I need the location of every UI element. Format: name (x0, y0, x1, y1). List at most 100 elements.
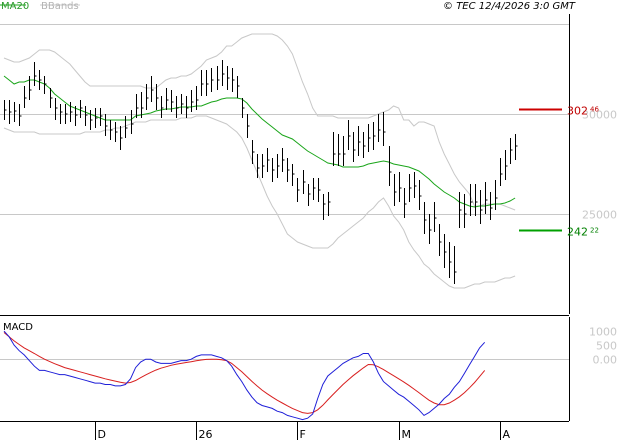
price-bar (373, 122, 376, 150)
price-bar (338, 134, 341, 166)
price-bar (166, 88, 169, 110)
price-bar (343, 136, 346, 166)
support-label: 242 22 (567, 226, 599, 239)
price-bar (105, 114, 108, 136)
bb-upper-line (3, 33, 516, 211)
price-bar (404, 188, 407, 218)
price-bar (419, 180, 422, 210)
price-bar (439, 224, 442, 256)
price-bar (247, 114, 250, 138)
price-bar (237, 76, 240, 98)
price-bar (313, 178, 316, 200)
price-bar (510, 138, 513, 164)
price-bar (141, 92, 144, 118)
bb-lower-line (3, 115, 516, 289)
ma20-line (3, 75, 516, 208)
price-bar (292, 164, 295, 186)
ma-legend-label: MA20 (1, 1, 29, 12)
price-bar (217, 66, 220, 90)
price-bar (399, 172, 402, 202)
x-axis: D 26 F M A (95, 421, 511, 440)
price-bar (500, 158, 503, 186)
price-bar (449, 242, 452, 278)
price-bar (495, 180, 498, 210)
price-bar (227, 66, 230, 90)
price-bar (368, 124, 371, 152)
price-bar (262, 154, 265, 178)
price-bar (131, 110, 134, 134)
price-bar (358, 126, 361, 156)
y-tick-label: 30000 (582, 109, 617, 122)
macd-y-tick-label: 500 (596, 340, 617, 353)
price-bar (100, 108, 103, 126)
x-tick-label: 26 (199, 428, 213, 440)
price-bar (39, 70, 42, 90)
price-bar (353, 132, 356, 162)
price-bar (297, 178, 300, 202)
price-bar (9, 100, 12, 124)
price-bar (85, 106, 88, 126)
price-bar (485, 182, 488, 214)
price-bar (55, 98, 58, 120)
price-bar (211, 68, 214, 92)
price-bar (156, 84, 159, 110)
price-bar (196, 86, 199, 110)
price-bar (515, 134, 518, 160)
x-tick-label: D (98, 428, 106, 440)
x-tick-label: A (503, 428, 511, 440)
price-bar (459, 192, 462, 228)
price-bar (50, 88, 53, 108)
price-bar (333, 132, 336, 166)
price-bar (120, 126, 123, 150)
price-bar (272, 158, 275, 182)
price-bar (383, 112, 386, 146)
header: MA20 BBands © TEC 12/4/2026 3:0 GMT (0, 1, 576, 12)
price-bar (161, 96, 164, 118)
price-bar (414, 172, 417, 198)
price-bar (490, 192, 493, 220)
macd-y-tick-label: 0.00 (593, 354, 618, 367)
price-bar (252, 140, 255, 164)
price-levels: 302 46 242 22 (519, 105, 599, 239)
price-bar (363, 132, 366, 158)
price-bar (201, 70, 204, 96)
y-tick-label: 25000 (582, 209, 617, 222)
price-bar (505, 150, 508, 180)
price-bar (429, 214, 432, 244)
price-bar (29, 76, 32, 100)
price-bar (19, 104, 22, 126)
x-tick-label: F (300, 428, 306, 440)
price-bar (44, 76, 47, 94)
price-bars (4, 60, 518, 284)
price-bar (176, 96, 179, 118)
price-bar (444, 234, 447, 268)
price-bar (151, 76, 154, 102)
main-y-axis: 30000 25000 (582, 109, 617, 222)
price-bar (267, 148, 270, 172)
price-bar (115, 122, 118, 142)
price-bar (394, 174, 397, 206)
price-bar (378, 114, 381, 142)
price-bar (14, 102, 17, 122)
price-bar (181, 94, 184, 114)
price-bar (454, 246, 457, 284)
ma20-line-group (3, 75, 516, 208)
price-bar (480, 190, 483, 224)
price-bar (389, 146, 392, 186)
macd-y-tick-label: 1000 (589, 326, 617, 339)
price-bar (434, 202, 437, 232)
price-bar (95, 108, 98, 128)
price-bar (409, 174, 412, 202)
bb-legend-label: BBands (41, 1, 79, 12)
price-bar (136, 94, 139, 118)
bollinger-bands (3, 33, 516, 289)
price-bar (90, 110, 93, 130)
chart-frame (0, 14, 570, 422)
price-bar (308, 184, 311, 206)
price-bar (303, 170, 306, 194)
main-grid (0, 24, 569, 215)
price-bar (323, 194, 326, 220)
price-bar (424, 202, 427, 234)
